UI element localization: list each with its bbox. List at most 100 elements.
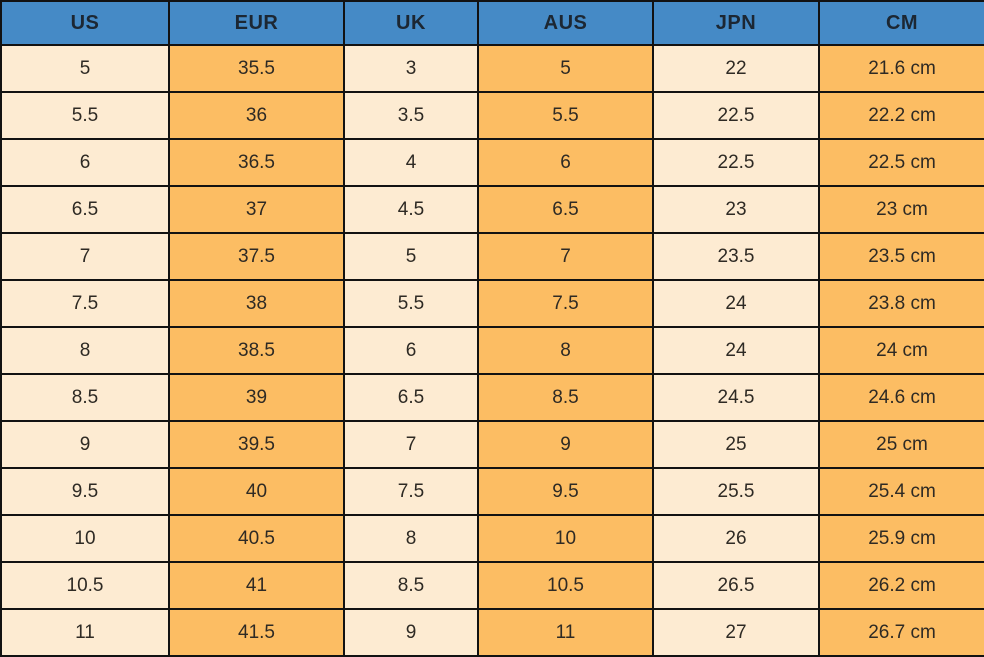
cell-aus: 8.5 — [477, 373, 654, 422]
cell-cm: 22.5 cm — [818, 138, 984, 187]
cell-cm: 23 cm — [818, 185, 984, 234]
cell-us: 6.5 — [0, 185, 170, 234]
cell-eur: 39.5 — [168, 420, 345, 469]
cell-aus: 5 — [477, 44, 654, 93]
cell-cm: 24 cm — [818, 326, 984, 375]
cell-eur: 40.5 — [168, 514, 345, 563]
cell-jpn: 22 — [652, 44, 820, 93]
cell-eur: 38 — [168, 279, 345, 328]
cell-aus: 10 — [477, 514, 654, 563]
cell-uk: 7 — [343, 420, 479, 469]
cell-uk: 8.5 — [343, 561, 479, 610]
cell-cm: 25 cm — [818, 420, 984, 469]
cell-us: 10.5 — [0, 561, 170, 610]
cell-cm: 24.6 cm — [818, 373, 984, 422]
cell-eur: 37.5 — [168, 232, 345, 281]
table-row: 6.5 37 4.5 6.5 23 23 cm — [0, 185, 984, 234]
cell-us: 7 — [0, 232, 170, 281]
cell-aus: 9 — [477, 420, 654, 469]
column-header-eur: EUR — [168, 0, 345, 46]
cell-jpn: 23.5 — [652, 232, 820, 281]
cell-eur: 39 — [168, 373, 345, 422]
cell-uk: 4 — [343, 138, 479, 187]
cell-jpn: 25.5 — [652, 467, 820, 516]
cell-aus: 9.5 — [477, 467, 654, 516]
cell-us: 8 — [0, 326, 170, 375]
cell-uk: 8 — [343, 514, 479, 563]
table-row: 8 38.5 6 8 24 24 cm — [0, 326, 984, 375]
cell-us: 6 — [0, 138, 170, 187]
table-row: 6 36.5 4 6 22.5 22.5 cm — [0, 138, 984, 187]
cell-uk: 9 — [343, 608, 479, 657]
cell-cm: 22.2 cm — [818, 91, 984, 140]
cell-aus: 6 — [477, 138, 654, 187]
cell-aus: 8 — [477, 326, 654, 375]
cell-cm: 26.2 cm — [818, 561, 984, 610]
column-header-cm: CM — [818, 0, 984, 46]
cell-uk: 5.5 — [343, 279, 479, 328]
cell-jpn: 22.5 — [652, 138, 820, 187]
cell-aus: 7.5 — [477, 279, 654, 328]
cell-eur: 38.5 — [168, 326, 345, 375]
cell-us: 10 — [0, 514, 170, 563]
cell-uk: 6 — [343, 326, 479, 375]
cell-uk: 7.5 — [343, 467, 479, 516]
cell-cm: 26.7 cm — [818, 608, 984, 657]
cell-jpn: 24 — [652, 326, 820, 375]
cell-us: 9.5 — [0, 467, 170, 516]
table-row: 5.5 36 3.5 5.5 22.5 22.2 cm — [0, 91, 984, 140]
cell-jpn: 24 — [652, 279, 820, 328]
table-row: 10.5 41 8.5 10.5 26.5 26.2 cm — [0, 561, 984, 610]
cell-us: 11 — [0, 608, 170, 657]
cell-cm: 21.6 cm — [818, 44, 984, 93]
table-row: 8.5 39 6.5 8.5 24.5 24.6 cm — [0, 373, 984, 422]
table-row: 7 37.5 5 7 23.5 23.5 cm — [0, 232, 984, 281]
table-row: 5 35.5 3 5 22 21.6 cm — [0, 44, 984, 93]
column-header-aus: AUS — [477, 0, 654, 46]
cell-aus: 5.5 — [477, 91, 654, 140]
cell-jpn: 24.5 — [652, 373, 820, 422]
cell-uk: 6.5 — [343, 373, 479, 422]
cell-us: 5 — [0, 44, 170, 93]
column-header-uk: UK — [343, 0, 479, 46]
cell-jpn: 26.5 — [652, 561, 820, 610]
table-row: 9.5 40 7.5 9.5 25.5 25.4 cm — [0, 467, 984, 516]
table-row: 7.5 38 5.5 7.5 24 23.8 cm — [0, 279, 984, 328]
cell-cm: 25.9 cm — [818, 514, 984, 563]
header-row: US EUR UK AUS JPN CM — [0, 0, 984, 46]
cell-cm: 23.8 cm — [818, 279, 984, 328]
cell-us: 7.5 — [0, 279, 170, 328]
cell-eur: 41 — [168, 561, 345, 610]
cell-aus: 10.5 — [477, 561, 654, 610]
cell-eur: 36.5 — [168, 138, 345, 187]
cell-aus: 11 — [477, 608, 654, 657]
cell-jpn: 22.5 — [652, 91, 820, 140]
cell-eur: 41.5 — [168, 608, 345, 657]
cell-jpn: 25 — [652, 420, 820, 469]
cell-aus: 7 — [477, 232, 654, 281]
table-row: 9 39.5 7 9 25 25 cm — [0, 420, 984, 469]
cell-us: 5.5 — [0, 91, 170, 140]
cell-jpn: 27 — [652, 608, 820, 657]
cell-us: 9 — [0, 420, 170, 469]
cell-jpn: 23 — [652, 185, 820, 234]
cell-eur: 35.5 — [168, 44, 345, 93]
cell-jpn: 26 — [652, 514, 820, 563]
cell-uk: 4.5 — [343, 185, 479, 234]
cell-us: 8.5 — [0, 373, 170, 422]
column-header-jpn: JPN — [652, 0, 820, 46]
table-row: 11 41.5 9 11 27 26.7 cm — [0, 608, 984, 657]
cell-uk: 3.5 — [343, 91, 479, 140]
cell-eur: 37 — [168, 185, 345, 234]
cell-cm: 25.4 cm — [818, 467, 984, 516]
cell-aus: 6.5 — [477, 185, 654, 234]
cell-eur: 40 — [168, 467, 345, 516]
table-row: 10 40.5 8 10 26 25.9 cm — [0, 514, 984, 563]
cell-uk: 5 — [343, 232, 479, 281]
cell-eur: 36 — [168, 91, 345, 140]
table-body: 5 35.5 3 5 22 21.6 cm 5.5 36 3.5 5.5 22.5 22.2 cm 6 3… — [0, 44, 984, 657]
cell-cm: 23.5 cm — [818, 232, 984, 281]
cell-uk: 3 — [343, 44, 479, 93]
column-header-us: US — [0, 0, 170, 46]
